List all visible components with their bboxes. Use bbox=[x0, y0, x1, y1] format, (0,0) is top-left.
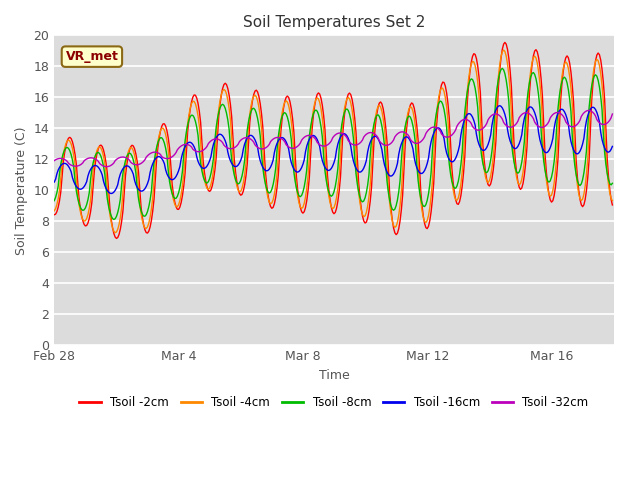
Tsoil -32cm bbox=[609, 111, 616, 117]
Tsoil -16cm bbox=[439, 131, 447, 137]
Tsoil -16cm bbox=[376, 138, 383, 144]
Tsoil -32cm bbox=[102, 164, 110, 169]
Y-axis label: Soil Temperature (C): Soil Temperature (C) bbox=[15, 126, 28, 254]
Tsoil -32cm bbox=[93, 157, 101, 163]
Tsoil -2cm bbox=[501, 39, 509, 45]
Tsoil -16cm bbox=[108, 191, 115, 196]
Tsoil -2cm bbox=[93, 151, 101, 156]
Tsoil -4cm bbox=[51, 208, 58, 214]
Tsoil -32cm bbox=[439, 132, 447, 138]
Legend: Tsoil -2cm, Tsoil -4cm, Tsoil -8cm, Tsoil -16cm, Tsoil -32cm: Tsoil -2cm, Tsoil -4cm, Tsoil -8cm, Tsoi… bbox=[75, 392, 593, 414]
Tsoil -16cm bbox=[482, 146, 490, 152]
Tsoil -4cm bbox=[439, 85, 447, 91]
Tsoil -2cm bbox=[564, 55, 572, 60]
Tsoil -16cm bbox=[496, 103, 504, 108]
Tsoil -16cm bbox=[609, 144, 616, 149]
Tsoil -8cm bbox=[376, 113, 383, 119]
Tsoil -16cm bbox=[51, 179, 58, 185]
Tsoil -4cm bbox=[376, 102, 383, 108]
Tsoil -4cm bbox=[493, 88, 501, 94]
Tsoil -2cm bbox=[51, 212, 58, 217]
Line: Tsoil -16cm: Tsoil -16cm bbox=[54, 106, 612, 193]
Line: Tsoil -8cm: Tsoil -8cm bbox=[54, 68, 612, 219]
Tsoil -2cm bbox=[439, 79, 447, 85]
Line: Tsoil -2cm: Tsoil -2cm bbox=[54, 42, 612, 239]
Tsoil -8cm bbox=[93, 150, 101, 156]
Tsoil -32cm bbox=[585, 108, 593, 113]
Tsoil -16cm bbox=[93, 163, 101, 169]
Text: VR_met: VR_met bbox=[65, 50, 118, 63]
Tsoil -32cm bbox=[51, 158, 58, 164]
Tsoil -2cm bbox=[113, 236, 120, 241]
Tsoil -2cm bbox=[609, 202, 616, 208]
Tsoil -4cm bbox=[500, 47, 508, 53]
Line: Tsoil -4cm: Tsoil -4cm bbox=[54, 50, 612, 233]
Tsoil -4cm bbox=[564, 65, 572, 71]
Tsoil -32cm bbox=[493, 111, 501, 117]
Tsoil -4cm bbox=[609, 198, 616, 204]
Tsoil -4cm bbox=[482, 174, 490, 180]
Tsoil -16cm bbox=[493, 105, 501, 110]
Tsoil -8cm bbox=[564, 87, 572, 93]
Tsoil -16cm bbox=[564, 121, 572, 127]
Tsoil -2cm bbox=[493, 111, 501, 117]
Tsoil -8cm bbox=[439, 102, 447, 108]
Tsoil -8cm bbox=[609, 180, 616, 186]
X-axis label: Time: Time bbox=[319, 369, 349, 382]
Tsoil -4cm bbox=[93, 147, 101, 153]
Line: Tsoil -32cm: Tsoil -32cm bbox=[54, 110, 612, 167]
Tsoil -8cm bbox=[482, 169, 490, 175]
Tsoil -8cm bbox=[499, 65, 506, 71]
Tsoil -32cm bbox=[482, 123, 490, 129]
Tsoil -8cm bbox=[51, 198, 58, 204]
Tsoil -8cm bbox=[493, 84, 501, 90]
Tsoil -32cm bbox=[563, 121, 571, 127]
Tsoil -2cm bbox=[482, 169, 490, 175]
Title: Soil Temperatures Set 2: Soil Temperatures Set 2 bbox=[243, 15, 425, 30]
Tsoil -4cm bbox=[111, 230, 119, 236]
Tsoil -2cm bbox=[376, 100, 383, 106]
Tsoil -8cm bbox=[110, 216, 118, 222]
Tsoil -32cm bbox=[376, 138, 383, 144]
